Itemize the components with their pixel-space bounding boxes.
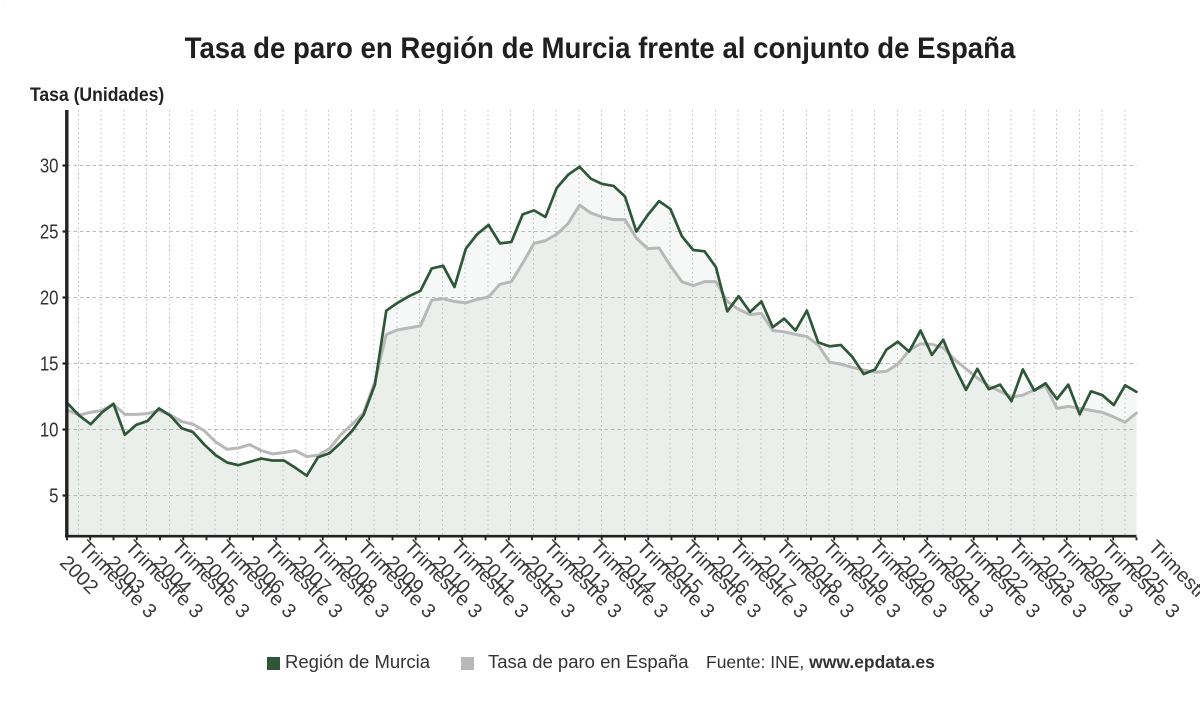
svg-text:5: 5 xyxy=(49,484,58,507)
svg-text:20: 20 xyxy=(40,286,59,309)
svg-text:25: 25 xyxy=(40,220,59,243)
svg-text:30: 30 xyxy=(40,154,59,177)
svg-text:15: 15 xyxy=(40,352,59,375)
svg-text:10: 10 xyxy=(40,418,59,441)
